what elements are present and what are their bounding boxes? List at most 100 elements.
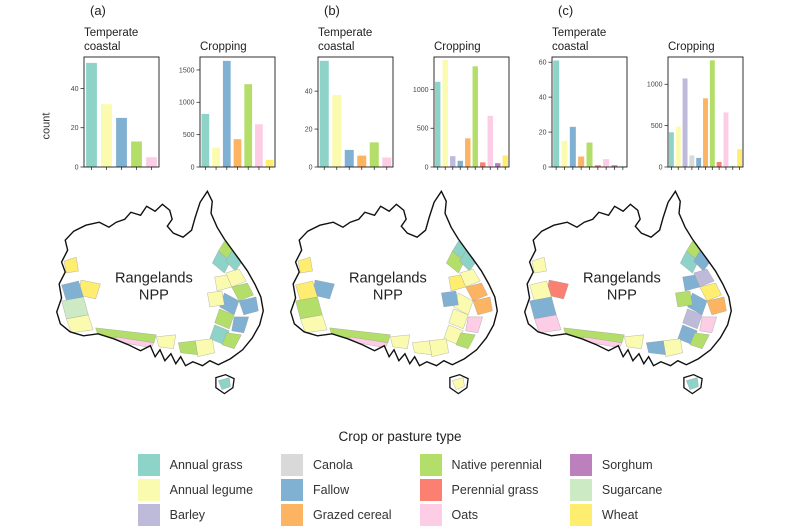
y-axis-label: count (40, 112, 53, 140)
y-tick-label: 0 (659, 164, 663, 171)
panel-b: (b) Temperate coastal 0 20 40 Cropping 0 50… (278, 3, 512, 407)
bar-annual_legume (332, 94, 342, 167)
legend-label: Canola (313, 458, 353, 472)
crop-region-fallow (232, 317, 249, 333)
crop-region-fallow (646, 341, 665, 355)
bar-wheat (502, 155, 508, 167)
mainland-fill (290, 191, 498, 366)
crop-region-fallow (239, 297, 258, 315)
crop-region-oats (534, 315, 561, 333)
map-label-line2: NPP (607, 288, 637, 304)
crop-region-wheat (64, 257, 79, 273)
bar-grazed_cereal (703, 98, 708, 167)
plot-border (199, 56, 276, 168)
bar-native_perennial (709, 60, 715, 167)
crop-region-native_perennial (446, 251, 464, 273)
legend-swatch-canola (281, 454, 304, 476)
bar-perennial_grass (480, 162, 486, 167)
plot-border (433, 56, 510, 168)
legend-label: Oats (451, 508, 478, 522)
legend-swatch-annual_grass (137, 454, 160, 476)
y-axis-label-column: count (40, 24, 58, 181)
bar-fallow (344, 149, 354, 167)
crop-region-native_perennial (675, 291, 692, 307)
crop-region-annual_legume (532, 257, 547, 273)
legend-swatch-grazed_cereal (281, 504, 304, 526)
legend-swatch-wheat (569, 504, 592, 526)
panel-b-charts: Temperate coastal 0 20 40 Cropping 0 500 100… (278, 24, 512, 181)
panel-a: (a) count Temperate coastal 0 20 40 Croppi… (40, 3, 278, 407)
panel-label-c: (c) (558, 3, 574, 18)
map-label-line2: NPP (373, 288, 403, 304)
spacer (512, 24, 526, 181)
legend-swatch-native_perennial (419, 454, 442, 476)
chart-c-temperate-coastal: Temperate coastal 0 20 40 60 (526, 24, 630, 181)
bar-chart-svg: 0 20 40 (71, 56, 160, 171)
legend-grid: Annual grass Annual legume Barley Canola Fal… (0, 454, 800, 526)
crop-region-grazed_cereal (466, 283, 488, 301)
crop-region-fallow (683, 275, 700, 291)
legend: Crop or pasture type Annual grass Annual … (0, 429, 800, 526)
legend-column: Canola Fallow Grazed cereal (281, 454, 392, 526)
crop-region-annual_legume (452, 378, 464, 390)
crop-region-annual_legume (412, 341, 431, 355)
mainland-outline (57, 191, 264, 365)
bar-chart-svg: 0 20 40 (305, 56, 394, 171)
legend-item-wheat: Wheat (569, 504, 662, 526)
legend-column: Annual grass Annual legume Barley (137, 454, 253, 526)
bar-native_perennial (472, 66, 478, 167)
bar-chart: 0 20 40 60 (526, 54, 630, 181)
legend-label: Wheat (601, 508, 639, 522)
bar-perennial_grass (594, 165, 601, 167)
legend-swatch-annual_legume (137, 479, 160, 501)
map-label-line1: Rangelands (115, 271, 193, 287)
chart-b-cropping: Cropping 0 500 1000 (408, 24, 512, 181)
bar-chart: 0 500 1000 1500 (174, 54, 278, 181)
bar-annual_grass (86, 62, 97, 168)
crop-region-oats (700, 317, 717, 333)
bar-grazed_cereal (233, 139, 242, 167)
y-tick-label: 1000 (179, 100, 195, 107)
bar-oats (723, 112, 729, 167)
y-tick-label: 40 (539, 95, 547, 102)
spacer (278, 24, 292, 181)
y-tick-label: 0 (543, 164, 547, 171)
bar-sorghum (611, 165, 618, 167)
crop-region-annual_grass (212, 251, 230, 273)
bar-chart-svg: 0 500 1000 (413, 56, 510, 171)
crop-region-annual_legume (156, 335, 175, 349)
bar-oats (382, 157, 392, 167)
chart-title: Temperate coastal (318, 27, 373, 53)
y-tick-label: 0 (309, 164, 313, 171)
crop-region-annual_legume (449, 309, 468, 329)
y-tick-label: 0 (425, 164, 429, 171)
legend-swatch-sorghum (569, 454, 592, 476)
bar-chart-svg: 0 500 1000 1500 (179, 56, 276, 171)
legend-swatch-barley (137, 504, 160, 526)
bar-native_perennial (586, 142, 593, 167)
plot-border (83, 56, 160, 168)
crop-region-grazed_cereal (707, 297, 726, 315)
mainland-outline (291, 191, 498, 365)
bar-annual_grass (435, 81, 441, 167)
map-label-line1: Rangelands (349, 271, 427, 287)
crop-region-annual_legume (300, 315, 327, 333)
bar-sugarcane (730, 165, 736, 167)
bar-native_perennial (131, 141, 142, 167)
bar-annual_legume (442, 60, 448, 168)
bar-chart: 0 20 40 (58, 54, 162, 181)
legend-item-sugarcane: Sugarcane (569, 479, 662, 501)
chart-c-cropping: Cropping 0 500 1000 (642, 24, 746, 181)
legend-label: Grazed cereal (313, 508, 392, 522)
bar-oats (146, 157, 157, 167)
tasmania-outline (216, 375, 234, 394)
legend-swatch-oats (419, 504, 442, 526)
chart-title: Temperate coastal (84, 27, 139, 53)
panel-c: (c) Temperate coastal 0 20 40 60 Cropping 0… (512, 3, 746, 407)
y-tick-label: 0 (75, 164, 79, 171)
bar-fallow (569, 126, 576, 167)
australia-map-b: Rangelands NPP (281, 185, 509, 407)
legend-item-native_perennial: Native perennial (419, 454, 542, 476)
